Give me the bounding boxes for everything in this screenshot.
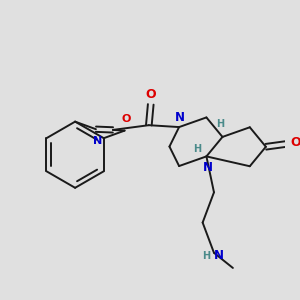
Text: O: O xyxy=(291,136,300,148)
Text: N: N xyxy=(93,136,102,146)
Text: H: H xyxy=(217,119,225,129)
Text: O: O xyxy=(146,88,156,101)
Text: O: O xyxy=(122,114,131,124)
Text: H: H xyxy=(202,251,211,261)
Text: N: N xyxy=(203,161,213,174)
Text: N: N xyxy=(175,111,185,124)
Text: H: H xyxy=(193,144,201,154)
Text: N: N xyxy=(214,249,224,262)
